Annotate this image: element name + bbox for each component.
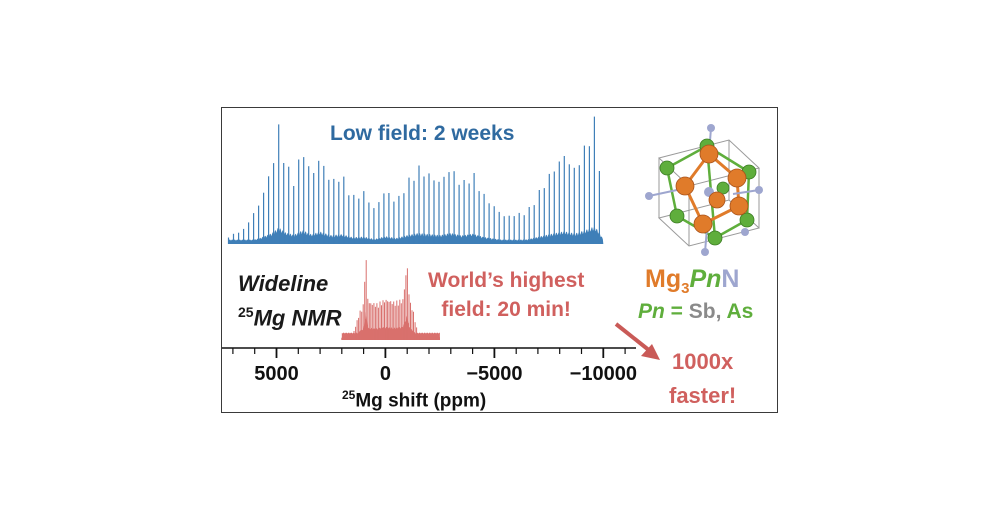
low-field-spectrum-band <box>228 226 604 244</box>
faster-line1: 1000x <box>672 349 734 374</box>
formula-label: Mg3PnN <box>645 265 739 297</box>
nmr-plot: 5000 0 −5000 −10000 <box>222 116 763 385</box>
crystal-structure-icon <box>645 124 763 256</box>
formula-n: N <box>721 265 740 293</box>
pn-equals: = <box>664 300 689 323</box>
wideline-nmr: Mg NMR <box>253 305 342 331</box>
formula-subscript: 3 <box>681 280 690 297</box>
pn-definition: Pn = Sb, As <box>638 300 753 324</box>
x-axis-ticks <box>232 348 626 358</box>
x-axis-tick-labels: 5000 0 −5000 −10000 <box>254 363 637 385</box>
wideline-isotope: 25 <box>238 304 254 320</box>
high-field-spectrum <box>341 260 440 340</box>
x-tick-label: −10000 <box>570 363 637 385</box>
faster-line2: faster! <box>669 383 737 408</box>
x-axis-label-isotope: 25 <box>342 388 356 402</box>
highest-line1: World’s highest <box>428 269 585 292</box>
highest-field-label: World’s highest field: 20 min! <box>428 266 584 324</box>
formula-mg: Mg <box>645 265 682 293</box>
x-axis-label: 25Mg shift (ppm) <box>342 388 486 412</box>
pn-sb: Sb <box>688 300 716 323</box>
pn-symbol: Pn <box>638 300 665 323</box>
x-tick-label: −5000 <box>466 363 522 385</box>
formula-pn: Pn <box>689 265 722 293</box>
low-field-spectrum <box>227 116 604 244</box>
nmr-figure: 5000 0 −5000 −10000 <box>221 107 778 413</box>
faster-label: 1000x faster! <box>669 345 737 412</box>
x-axis-label-text: Mg shift (ppm) <box>355 390 487 412</box>
wideline-line2: 25Mg NMR <box>238 298 342 332</box>
arrow-icon <box>614 322 660 360</box>
x-tick-label: 5000 <box>254 363 299 385</box>
low-field-label: Low field: 2 weeks <box>330 122 515 145</box>
wideline-line1: Wideline <box>238 271 329 296</box>
highest-line2: field: 20 min! <box>441 298 571 321</box>
pn-as: As <box>726 300 754 323</box>
x-tick-label: 0 <box>380 363 391 385</box>
pn-comma: , <box>715 300 727 323</box>
wideline-label: Wideline 25Mg NMR <box>238 270 342 332</box>
